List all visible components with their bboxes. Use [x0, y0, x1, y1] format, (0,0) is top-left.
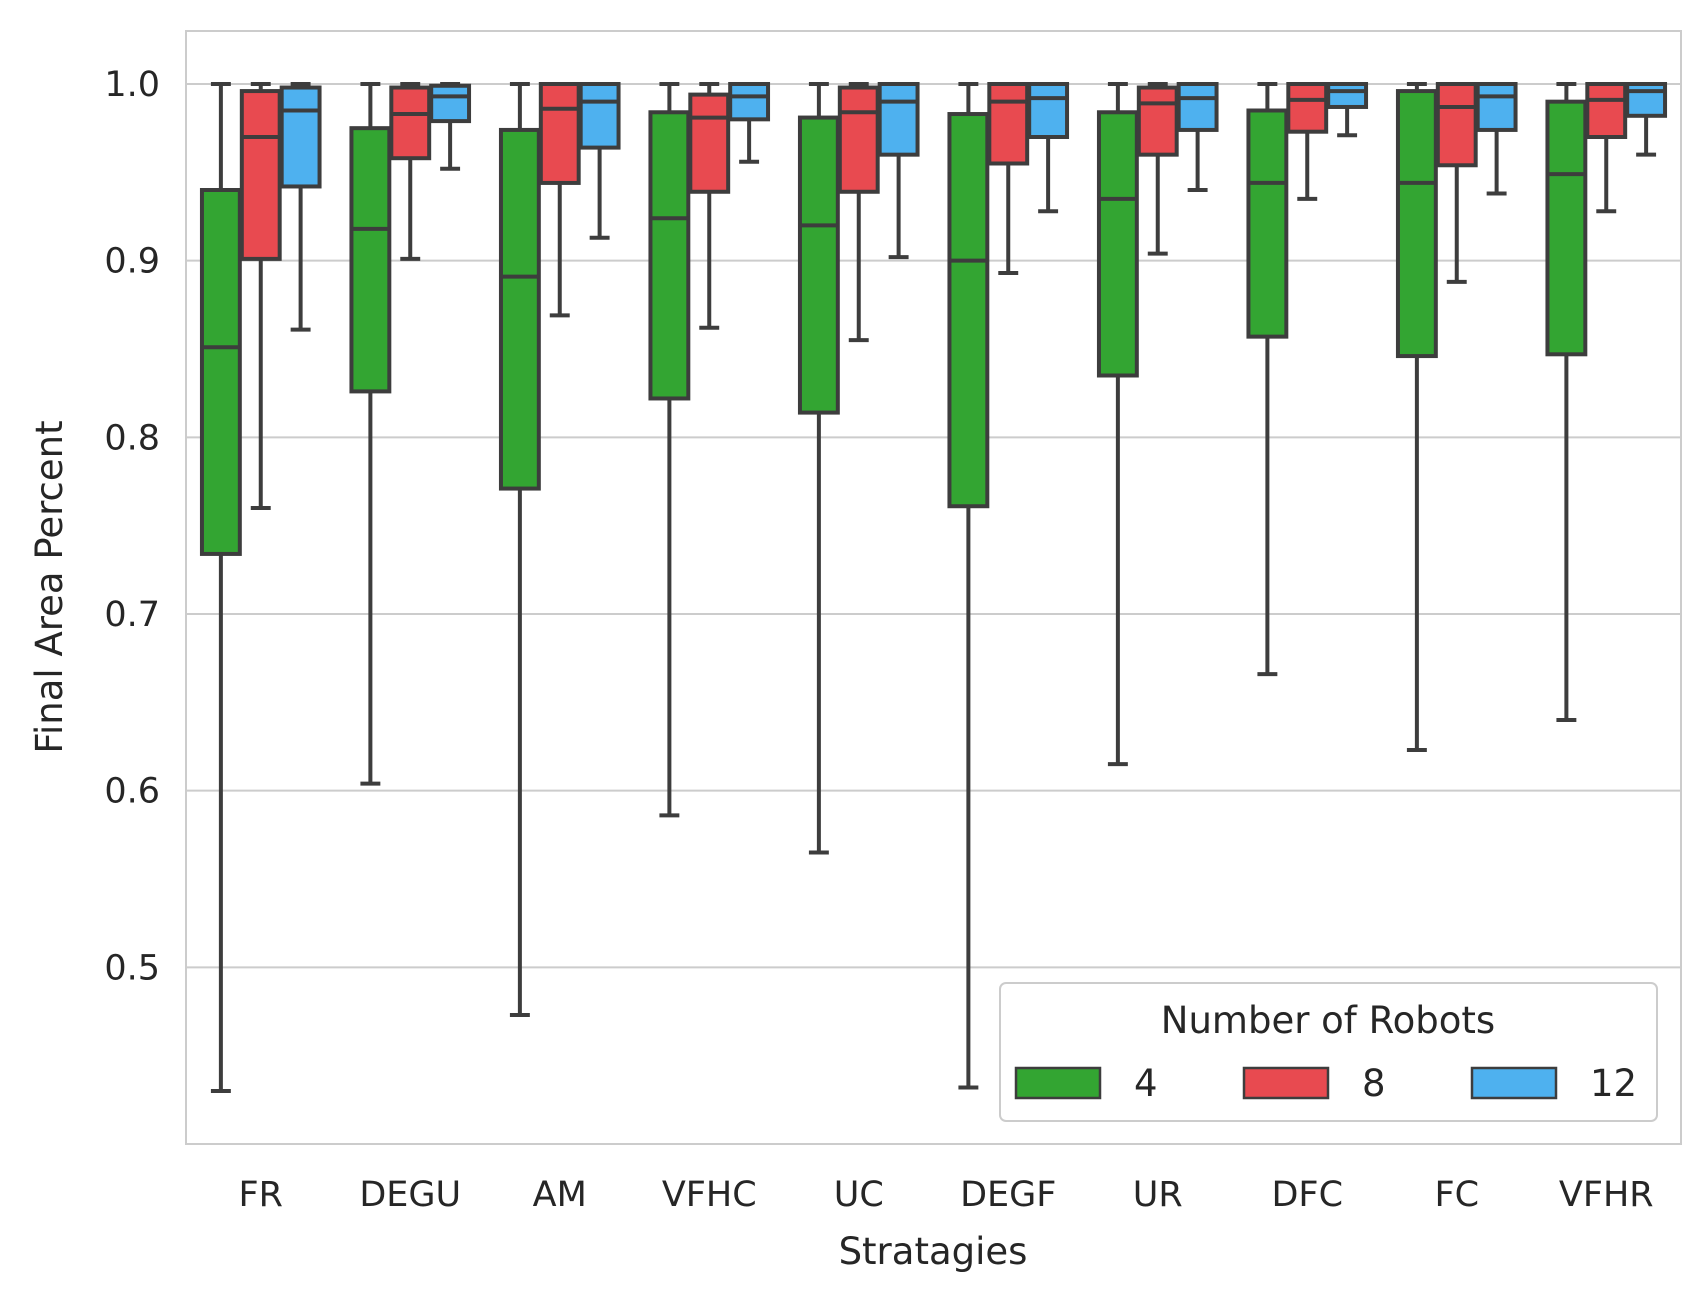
box-iqr [1176, 82, 1219, 132]
legend-label-8: 8 [1362, 1062, 1386, 1105]
box-iqr [688, 92, 731, 194]
x-tick-label: FR [239, 1175, 283, 1215]
legend-swatch-8 [1242, 1066, 1330, 1100]
y-tick-label: 0.7 [104, 595, 160, 635]
legend: Number of Robots 4 8 12 [999, 982, 1658, 1122]
box-DFC-8 [1286, 82, 1329, 201]
box-iqr [1475, 82, 1518, 132]
box-UC-8 [837, 82, 880, 343]
box-VFHR-4 [1545, 82, 1588, 722]
legend-label-12: 12 [1590, 1062, 1637, 1105]
box-iqr [947, 112, 990, 509]
box-iqr [648, 110, 691, 401]
x-tick-label: DEGF [960, 1175, 1056, 1215]
x-tick-label: FC [1434, 1175, 1479, 1215]
box-iqr [349, 126, 392, 394]
box-iqr [538, 82, 581, 185]
box-iqr [728, 82, 771, 122]
box-UR-8 [1136, 82, 1179, 256]
legend-title: Number of Robots [1161, 999, 1495, 1042]
box-iqr [1286, 82, 1329, 134]
box-iqr [1136, 85, 1179, 157]
box-AM-12 [578, 82, 621, 240]
y-tick-labels: 0.5 0.6 0.7 0.8 0.9 1.0 [104, 65, 160, 988]
legend-swatch-4 [1014, 1066, 1102, 1100]
box-FC-12 [1475, 82, 1518, 196]
box-iqr [987, 82, 1030, 166]
box-DEGU-8 [389, 82, 432, 261]
box-iqr [429, 83, 472, 124]
y-tick-label: 1.0 [104, 65, 160, 105]
box-iqr [199, 188, 242, 556]
box-DEGF-12 [1027, 82, 1070, 214]
box-iqr [1326, 82, 1369, 109]
box-FR-8 [239, 82, 282, 510]
box-UR-4 [1096, 82, 1139, 767]
y-tick-label: 0.9 [104, 242, 160, 282]
box-DEGU-4 [349, 82, 392, 786]
box-iqr [877, 82, 920, 157]
box-iqr [239, 89, 282, 261]
box-iqr [279, 85, 322, 189]
box-FR-4 [199, 82, 242, 1093]
box-iqr [837, 85, 880, 194]
box-VFHR-8 [1585, 82, 1628, 214]
grid-lines [186, 83, 1681, 969]
box-iqr [1096, 110, 1139, 378]
boxes-group [199, 82, 1668, 1093]
y-tick-label: 0.6 [104, 772, 160, 812]
x-axis-label: Stratagies [839, 1230, 1028, 1273]
box-iqr [1395, 89, 1438, 359]
box-DEGU-12 [429, 82, 472, 171]
y-tick-label: 0.5 [104, 948, 160, 988]
box-DEGF-4 [947, 82, 990, 1090]
box-iqr [389, 85, 432, 161]
box-DFC-12 [1326, 82, 1369, 138]
x-tick-label: VFHR [1559, 1175, 1654, 1215]
x-tick-labels: FR DEGU AM VFHC UC DEGF UR DFC FC VFHR [239, 1175, 1654, 1215]
x-tick-label: VFHC [662, 1175, 757, 1215]
box-iqr [1246, 108, 1289, 339]
x-tick-label: AM [533, 1175, 587, 1215]
x-tick-label: UC [834, 1175, 884, 1215]
legend-label-4: 4 [1134, 1062, 1158, 1105]
box-AM-8 [538, 82, 581, 318]
y-tick-label: 0.8 [104, 418, 160, 458]
box-VFHC-12 [728, 82, 771, 164]
box-iqr [498, 127, 541, 491]
box-UC-4 [797, 82, 840, 855]
x-tick-label: DFC [1271, 1175, 1343, 1215]
box-VFHR-12 [1625, 82, 1668, 157]
box-iqr [1545, 99, 1588, 357]
box-iqr [1435, 82, 1478, 168]
box-iqr [1585, 82, 1628, 139]
box-iqr [1625, 82, 1668, 118]
box-FR-12 [279, 82, 322, 332]
box-AM-4 [498, 82, 541, 1018]
box-iqr [578, 82, 621, 150]
box-DEGF-8 [987, 82, 1030, 276]
y-axis-label: Final Area Percent [28, 420, 71, 753]
plot-frame [185, 30, 1682, 1145]
box-UR-12 [1176, 82, 1219, 192]
x-tick-label: DEGU [359, 1175, 461, 1215]
box-VFHC-8 [688, 82, 731, 330]
x-tick-label: UR [1133, 1175, 1183, 1215]
box-FC-8 [1435, 82, 1478, 284]
box-VFHC-4 [648, 82, 691, 818]
box-UC-12 [877, 82, 920, 260]
box-iqr [797, 115, 840, 415]
legend-swatch-12 [1470, 1066, 1558, 1100]
box-iqr [1027, 82, 1070, 139]
box-FC-4 [1395, 82, 1438, 753]
box-DFC-4 [1246, 82, 1289, 677]
